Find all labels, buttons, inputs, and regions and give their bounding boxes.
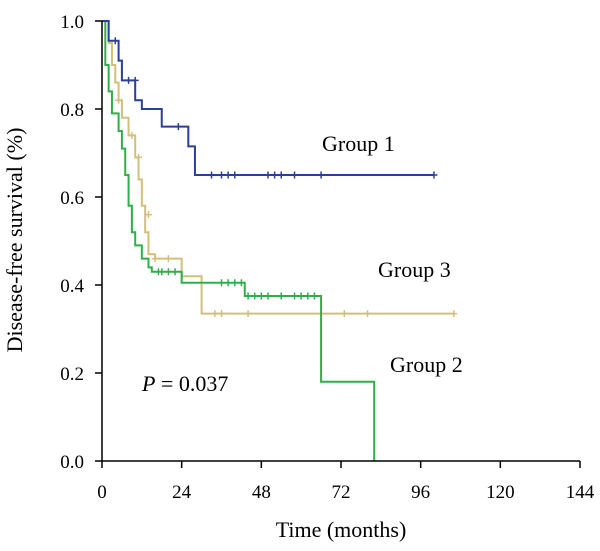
censor-mark-group-2 [171,268,179,276]
censor-mark-group-3 [128,131,136,139]
x-tick-label: 96 [411,482,430,503]
censor-mark-group-3 [450,310,458,318]
censor-mark-group-2 [231,279,239,287]
censor-mark-group-2 [158,268,166,276]
censor-mark-group-2 [291,292,299,300]
censor-mark-group-2 [218,279,225,287]
censor-mark-group-3 [218,310,225,318]
series-label-group-2: Group 2 [390,352,463,377]
y-tick-label: 0.6 [60,188,84,209]
censor-mark-group-1 [125,76,133,84]
censor-mark-group-3 [135,153,143,161]
censor-mark-group-2 [164,268,172,276]
series-label-group-1: Group 1 [322,131,395,156]
y-tick-label: 0.2 [60,364,84,385]
x-axis-title: Time (months) [276,517,407,542]
censor-mark-group-2 [224,279,232,287]
censor-mark-group-1 [208,171,216,179]
p-value-symbol: P [141,371,155,396]
p-value-annotation: P = 0.037 [141,371,228,396]
y-tick-label: 1.0 [60,12,84,33]
censor-mark-group-3 [115,96,123,104]
censor-mark-group-1 [264,171,272,179]
axis-ticks: 0 24 48 72 96 120 144 0.0 0.2 0.4 0.6 0.8 1.0 [60,12,595,503]
p-value-text: = 0.037 [155,371,228,396]
censor-mark-group-1 [291,171,299,179]
censor-mark-group-2 [297,292,305,300]
censor-mark-group-1 [131,76,139,84]
censor-mark-group-1 [174,123,182,131]
plot-area [102,20,458,461]
x-tick-label: 0 [97,482,107,503]
censor-mark-group-3 [151,255,159,263]
censor-mark-group-3 [364,310,372,318]
x-tick-label: 48 [252,482,271,503]
censor-mark-group-2 [244,292,252,300]
censor-mark-group-2 [251,292,259,300]
x-tick-label: 144 [566,482,595,503]
censor-mark-group-2 [304,292,312,300]
censor-mark-group-2 [257,292,265,300]
censor-mark-group-2 [237,279,245,287]
x-tick-label: 24 [172,482,192,503]
censor-mark-group-2 [277,292,285,300]
censor-mark-group-3 [340,310,348,318]
censor-mark-group-2 [264,292,272,300]
y-tick-label: 0.4 [60,276,84,297]
x-tick-label: 120 [486,482,515,503]
censor-mark-group-3 [244,310,252,318]
censor-mark-group-1 [231,171,239,179]
censor-mark-group-1 [317,171,325,179]
series-label-group-3: Group 3 [378,257,451,282]
censor-mark-group-1 [111,37,119,45]
y-tick-label: 0.0 [60,452,84,473]
censor-mark-group-1 [218,171,225,179]
x-tick-label: 72 [332,482,351,503]
y-axis-title: Disease-free survival (%) [2,128,27,353]
censor-mark-group-3 [211,310,219,318]
censor-mark-group-2 [310,292,318,300]
censor-mark-group-1 [271,171,279,179]
censor-mark-group-1 [224,171,232,179]
y-tick-label: 0.8 [60,100,84,121]
censor-mark-group-3 [144,211,152,219]
censor-mark-group-3 [164,255,172,263]
censor-mark-group-1 [430,171,438,179]
censor-mark-group-1 [277,171,285,179]
